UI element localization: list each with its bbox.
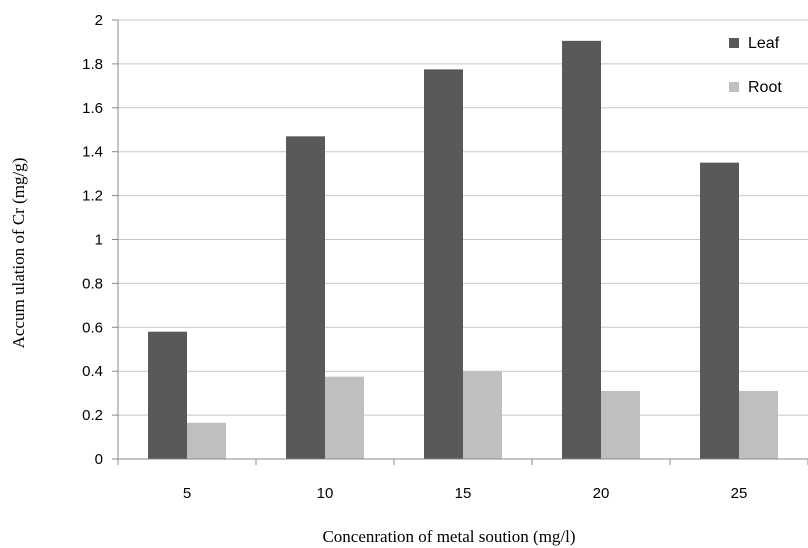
x-tick-label: 25 (731, 485, 748, 502)
y-tick-label: 1.6 (82, 100, 103, 117)
bar-leaf-25 (700, 162, 739, 460)
x-tick-labels: 5 10 15 20 25 (183, 485, 748, 502)
bar-leaf-10 (286, 136, 325, 459)
y-tick-label: 2 (95, 12, 103, 29)
y-tick-label: 1 (95, 232, 103, 249)
bar-root-10 (325, 376, 364, 459)
y-tick-label: 0.2 (82, 407, 103, 424)
bar-leaf-15 (424, 69, 463, 459)
x-tick-label: 10 (317, 485, 334, 502)
axes (117, 20, 808, 465)
legend-label-root: Root (748, 79, 782, 96)
bar-root-20 (601, 390, 640, 459)
x-tick-label: 20 (593, 485, 610, 502)
bar-root-25 (739, 390, 778, 459)
bar-root-15 (463, 371, 502, 459)
y-tick-label: 0.4 (82, 363, 103, 380)
legend-label-leaf: Leaf (748, 35, 780, 52)
y-tick-label: 1.8 (82, 56, 103, 73)
bar-leaf-5 (148, 331, 187, 459)
y-axis-title: Accum ulation of Cr (mg/g) (9, 158, 28, 349)
y-tick-labels: 0 0.2 0.4 0.6 0.8 1 1.2 1.4 1.6 1.8 2 (82, 12, 103, 468)
x-axis-title: Concenration of metal soution (mg/l) (322, 527, 575, 546)
legend: Leaf Root (729, 35, 782, 96)
bar-root-5 (187, 422, 226, 459)
legend-swatch-root (729, 82, 739, 92)
y-tick-label: 1.2 (82, 188, 103, 205)
legend-swatch-leaf (729, 38, 739, 48)
y-tick-label: 0 (95, 451, 103, 468)
x-tick-label: 5 (183, 485, 191, 502)
bar-leaf-20 (562, 40, 601, 459)
y-tick-label: 0.6 (82, 319, 103, 336)
bars (148, 40, 778, 460)
y-tick-label: 1.4 (82, 144, 103, 161)
x-tick-label: 15 (455, 485, 472, 502)
y-tick-label: 0.8 (82, 275, 103, 292)
